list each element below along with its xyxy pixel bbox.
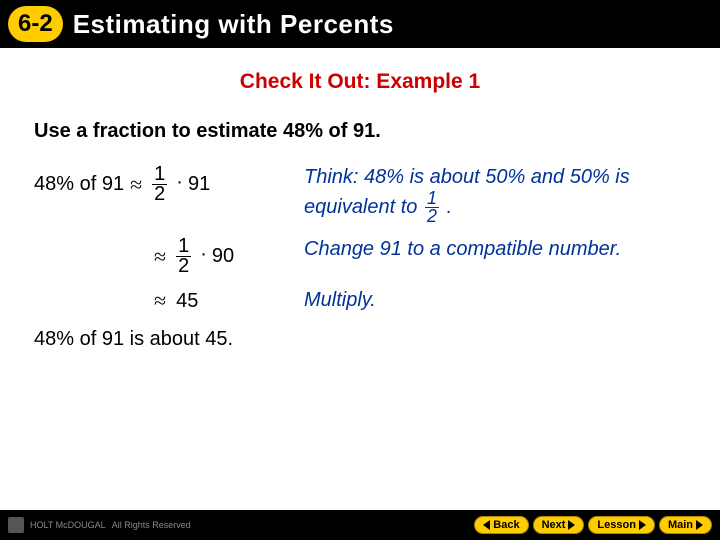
approx-symbol: ≈ (130, 172, 142, 198)
operand-1: 91 (188, 173, 210, 196)
next-arrow-icon (568, 520, 575, 530)
lhs-text: 48% of 91 (34, 173, 124, 196)
frac-1-num: 1 (152, 165, 167, 185)
main-button[interactable]: Main (659, 516, 712, 534)
back-label: Back (493, 519, 519, 531)
explain-1-post: . (447, 196, 453, 218)
step-3-expression: ≈ 45 (34, 288, 304, 314)
frac-1-den: 2 (152, 185, 167, 204)
lesson-label: Lesson (597, 519, 636, 531)
example-subtitle: Check It Out: Example 1 (0, 70, 720, 94)
result-value: 45 (176, 290, 198, 313)
lesson-button[interactable]: Lesson (588, 516, 655, 534)
step-2-expression: ≈ 1 2 · 90 (34, 237, 304, 276)
approx-symbol-2: ≈ (154, 244, 166, 270)
work-area: 48% of 91 ≈ 1 2 · 91 Think: 48% is about… (34, 165, 720, 314)
dot-symbol-2: · (200, 243, 207, 266)
step-row-3: ≈ 45 Multiply. (34, 288, 720, 314)
publisher-name: HOLT McDOUGAL (30, 520, 106, 530)
dot-symbol: · (176, 171, 183, 194)
main-arrow-icon (696, 520, 703, 530)
frac-2-den: 2 (176, 257, 191, 276)
fraction-2: 1 2 (176, 237, 191, 276)
header-title: Estimating with Percents (73, 9, 394, 40)
approx-symbol-3: ≈ (154, 288, 166, 314)
rights-text: All Rights Reserved (112, 520, 191, 530)
footer-bar: HOLT McDOUGAL All Rights Reserved Back N… (0, 510, 720, 540)
step-3-explain: Multiply. (304, 288, 376, 313)
next-label: Next (542, 519, 566, 531)
step-1-expression: 48% of 91 ≈ 1 2 · 91 (34, 165, 304, 204)
publisher-logo (8, 517, 24, 533)
explain-1-frac-den: 2 (425, 208, 439, 225)
operand-2: 90 (212, 245, 234, 268)
lesson-badge: 6-2 (8, 6, 63, 42)
step-1-explain: Think: 48% is about 50% and 50% is equiv… (304, 165, 684, 225)
explain-1-frac: 1 2 (425, 190, 439, 225)
step-row-1: 48% of 91 ≈ 1 2 · 91 Think: 48% is about… (34, 165, 720, 225)
conclusion-text: 48% of 91 is about 45. (34, 328, 720, 351)
next-button[interactable]: Next (533, 516, 585, 534)
step-2-explain: Change 91 to a compatible number. (304, 237, 621, 262)
header-bar: 6-2 Estimating with Percents (0, 0, 720, 48)
lesson-arrow-icon (639, 520, 646, 530)
footer-left: HOLT McDOUGAL All Rights Reserved (8, 517, 191, 533)
footer-nav: Back Next Lesson Main (474, 516, 712, 534)
frac-2-num: 1 (176, 237, 191, 257)
explain-1-pre: Think: 48% is about 50% and 50% is equiv… (304, 166, 630, 218)
back-button[interactable]: Back (474, 516, 528, 534)
main-label: Main (668, 519, 693, 531)
step-row-2: ≈ 1 2 · 90 Change 91 to a compatible num… (34, 237, 720, 276)
instruction-text: Use a fraction to estimate 48% of 91. (34, 120, 720, 143)
back-arrow-icon (483, 520, 490, 530)
fraction-1: 1 2 (152, 165, 167, 204)
